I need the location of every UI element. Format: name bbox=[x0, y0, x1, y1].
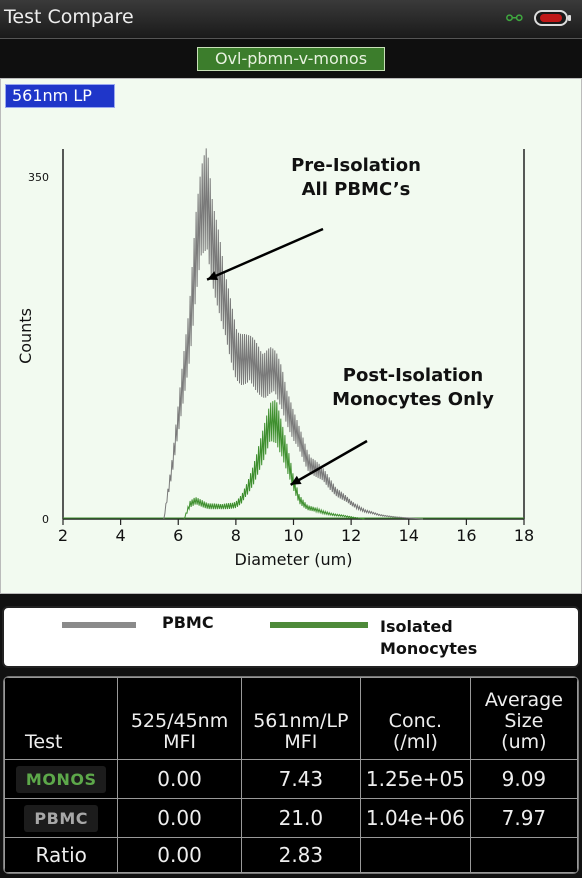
header-561-mfi: 561nm/LP MFI bbox=[240, 677, 362, 760]
annotation-arrowhead bbox=[290, 475, 302, 485]
file-name-button[interactable]: Ovl-pbmn-v-monos bbox=[197, 47, 385, 71]
x-tick-label: 16 bbox=[456, 526, 476, 545]
cell: 0.00 bbox=[117, 798, 242, 839]
legend-label-pbmc: PBMC bbox=[162, 613, 214, 632]
cell: 2.83 bbox=[240, 837, 362, 873]
y-tick-label: 350 bbox=[28, 171, 49, 184]
channel-selector[interactable]: 561nm LP bbox=[5, 84, 115, 108]
annotation-text: All PBMC’s bbox=[302, 179, 411, 200]
window-title: Test Compare bbox=[4, 6, 134, 28]
annotation-arrowhead bbox=[207, 271, 219, 281]
cell bbox=[360, 837, 471, 873]
row-test-monos[interactable]: MONOS bbox=[4, 758, 119, 800]
header-525-mfi: 525/45nm MFI bbox=[117, 677, 242, 760]
annotation-text: Monocytes Only bbox=[332, 389, 494, 410]
annotation-arrow bbox=[289, 439, 368, 486]
histogram-chart: 2 4 6 8 10 12 14 16 18 0 350 Diameter (um) Counts Pre… bbox=[16, 148, 534, 569]
table-row: MONOS 0.00 7.43 1.25e+05 9.09 bbox=[4, 758, 578, 800]
cell: 0.00 bbox=[117, 758, 242, 800]
file-bar: Ovl-pbmn-v-monos bbox=[0, 39, 582, 77]
legend: PBMC Isolated Monocytes bbox=[2, 606, 580, 668]
title-bar: Test Compare ⚯ bbox=[0, 0, 582, 39]
annotation-text: Pre-Isolation bbox=[291, 155, 421, 176]
battery-icon bbox=[534, 10, 571, 26]
x-tick-label: 8 bbox=[231, 526, 241, 545]
cell: 1.04e+06 bbox=[360, 798, 471, 839]
series-line-pbmc bbox=[163, 148, 424, 520]
x-axis-label: Diameter (um) bbox=[235, 550, 353, 569]
header-conc: Conc. (/ml) bbox=[360, 677, 471, 760]
row-test-pbmc[interactable]: PBMC bbox=[4, 798, 119, 839]
histogram-panel: 2 4 6 8 10 12 14 16 18 0 350 Diameter (um) Counts Pre… bbox=[0, 78, 582, 594]
stats-header-row: Test 525/45nm MFI 561nm/LP MFI Conc. (/ml) … bbox=[4, 677, 578, 760]
cell: 7.97 bbox=[469, 798, 578, 839]
cell bbox=[469, 837, 578, 873]
legend-label-monos: Isolated Monocytes bbox=[380, 617, 478, 658]
table-row: Ratio 0.00 2.83 bbox=[4, 837, 578, 873]
annotation-arrow bbox=[206, 227, 324, 281]
annotation-text: Post-Isolation bbox=[343, 365, 483, 386]
legend-swatch-pbmc bbox=[62, 622, 136, 628]
cell: 7.43 bbox=[240, 758, 362, 800]
legend-swatch-monos bbox=[270, 622, 368, 628]
y-tick-label: 0 bbox=[42, 513, 49, 526]
cell: 0.00 bbox=[117, 837, 242, 873]
stats-table: Test 525/45nm MFI 561nm/LP MFI Conc. (/ml) … bbox=[3, 676, 579, 874]
x-tick-label: 4 bbox=[116, 526, 126, 545]
cell: 21.0 bbox=[240, 798, 362, 839]
table-row: PBMC 0.00 21.0 1.04e+06 7.97 bbox=[4, 798, 578, 839]
x-tick-label: 6 bbox=[173, 526, 183, 545]
cell: 1.25e+05 bbox=[360, 758, 471, 800]
usb-icon: ⚯ bbox=[506, 6, 523, 30]
header-test: Test bbox=[4, 677, 119, 760]
series-line-monos bbox=[183, 400, 365, 520]
x-tick-label: 14 bbox=[399, 526, 419, 545]
row-test-ratio: Ratio bbox=[4, 837, 119, 873]
x-tick-label: 2 bbox=[58, 526, 68, 545]
header-avg-size: Average Size (um) bbox=[469, 677, 578, 760]
y-axis-label: Counts bbox=[16, 308, 35, 364]
cell: 9.09 bbox=[469, 758, 578, 800]
x-tick-label: 12 bbox=[341, 526, 361, 545]
x-tick-label: 10 bbox=[283, 526, 303, 545]
x-tick-label: 18 bbox=[514, 526, 534, 545]
